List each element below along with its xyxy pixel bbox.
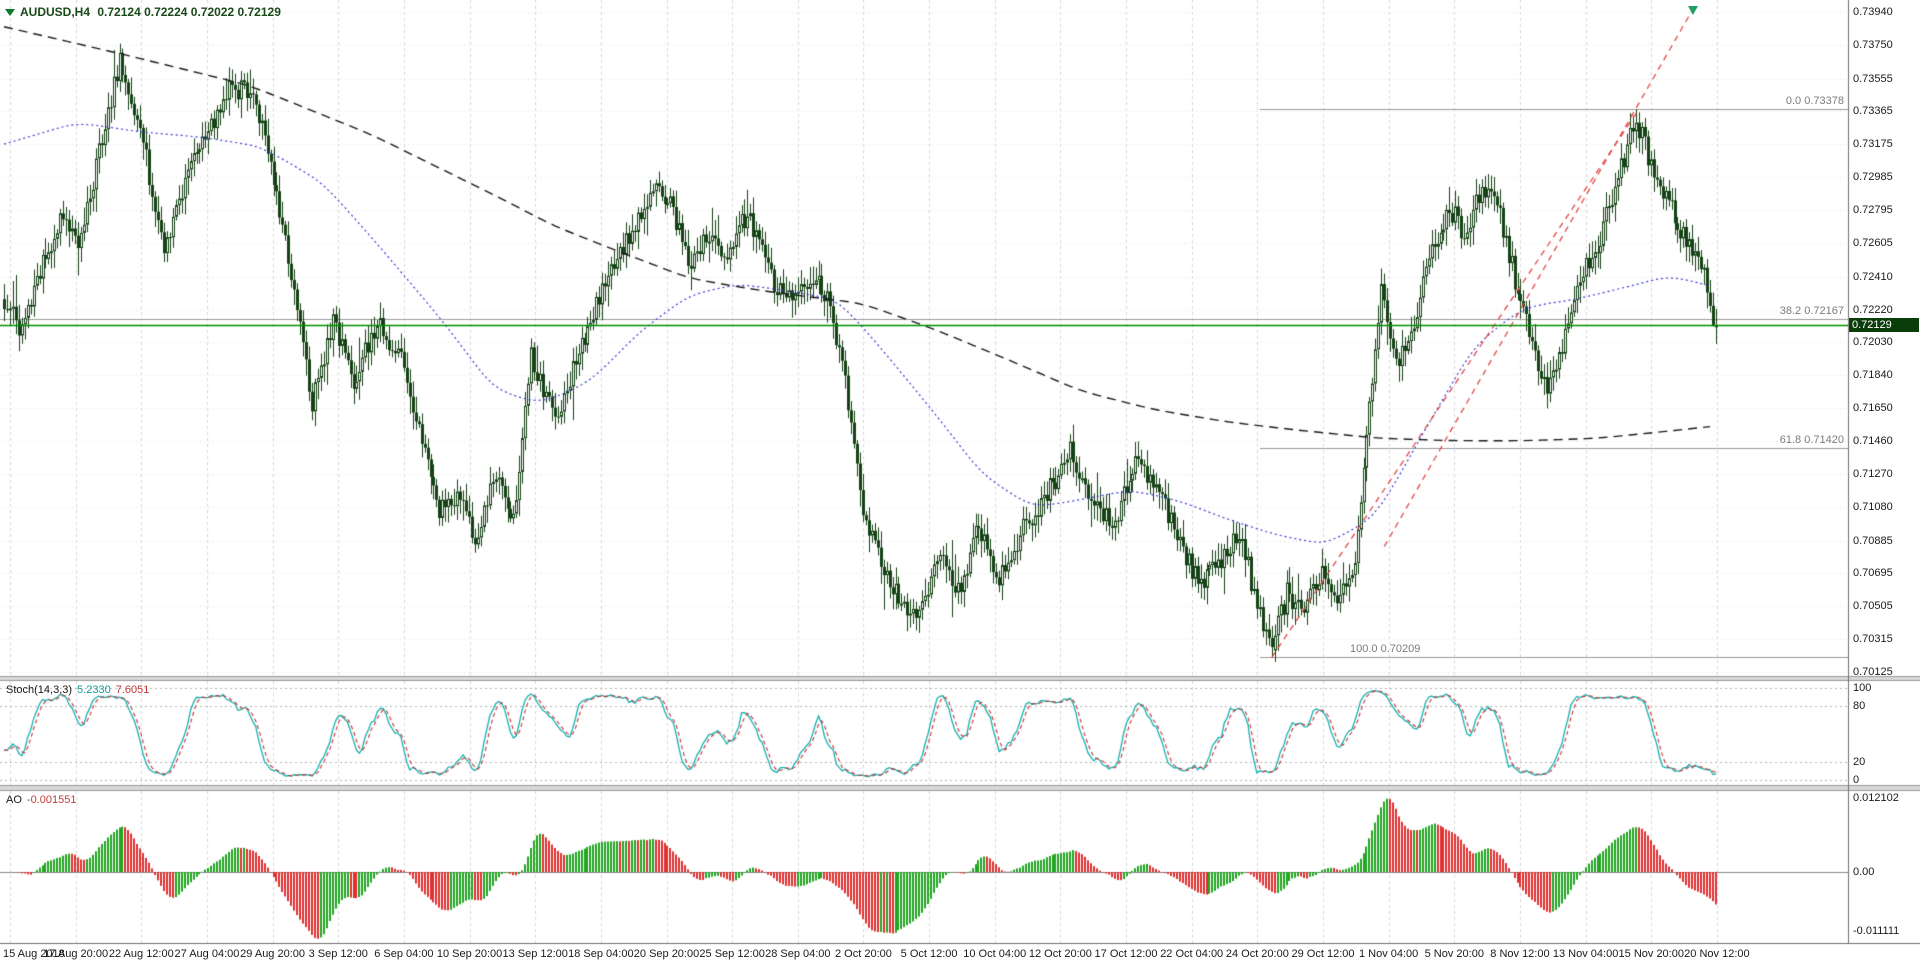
fib-level-label: 38.2 0.72167	[1779, 304, 1844, 317]
time-axis-label: 29 Oct 12:00	[1291, 948, 1355, 960]
price-axis-label: 0.72605	[1853, 236, 1893, 249]
price-axis-label: 0.72410	[1853, 270, 1893, 283]
time-axis-label: 2 Oct 20:00	[835, 948, 892, 960]
time-axis-label: 25 Sep 12:00	[699, 948, 765, 960]
time-axis-label: 18 Sep 04:00	[568, 948, 634, 960]
time-axis-label: 17 Aug 20:00	[43, 948, 109, 960]
price-axis-label: 0.71270	[1853, 467, 1893, 480]
price-axis-label: 0.73555	[1853, 72, 1893, 85]
price-axis-label: 0.71650	[1853, 402, 1893, 415]
time-axis-label: 10 Oct 04:00	[963, 948, 1027, 960]
symbol-dropdown-icon	[5, 9, 15, 16]
signal-down-arrow-icon	[1688, 6, 1698, 15]
symbol-period-label: AUDUSD,H4	[20, 5, 91, 19]
ao-axis-label: -0.011111	[1853, 925, 1900, 937]
time-axis-label: 28 Sep 04:00	[765, 948, 831, 960]
price-axis-label: 0.73175	[1853, 138, 1893, 151]
price-axis-label: 0.73940	[1853, 6, 1893, 18]
ao-value: -0.001551	[26, 794, 77, 806]
time-axis-label: 3 Sep 12:00	[308, 948, 368, 960]
time-axis-label: 20 Nov 12:00	[1684, 948, 1750, 960]
price-axis-label: 0.70695	[1853, 567, 1893, 580]
time-axis-label: 22 Aug 12:00	[108, 948, 174, 960]
price-axis-label: 0.71460	[1853, 435, 1893, 448]
price-axis-label: 0.72220	[1853, 303, 1893, 316]
ao-indicator-name: AO	[6, 794, 22, 806]
price-axis-label: 0.72985	[1853, 171, 1893, 184]
time-axis-label: 20 Sep 20:00	[633, 948, 700, 960]
ao-axis-label: 0.00	[1853, 866, 1875, 878]
stoch-indicator-name: Stoch(14,3,3)	[6, 684, 73, 696]
time-axis-label: 24 Oct 20:00	[1225, 948, 1289, 960]
current-price-box: 0.72129	[1849, 318, 1919, 333]
time-axis-label: 10 Sep 20:00	[436, 948, 503, 960]
ao-axis-label: 0.012102	[1853, 792, 1899, 805]
time-axis-label: 13 Sep 12:00	[502, 948, 568, 960]
stoch-signal-value: 7.6051	[115, 684, 150, 696]
fib-level-label: 100.0 0.70209	[1350, 643, 1421, 656]
time-axis-label: 8 Nov 12:00	[1490, 948, 1550, 960]
time-axis-label: 15 Nov 20:00	[1618, 948, 1684, 960]
time-axis-label: 29 Aug 20:00	[240, 948, 306, 960]
price-axis-label: 0.73750	[1853, 38, 1893, 51]
fib-level-label: 0.0 0.73378	[1785, 95, 1844, 108]
stoch-axis-label: 20	[1853, 755, 1866, 768]
chart-title: AUDUSD,H4 0.72124 0.72224 0.72022 0.7212…	[20, 5, 285, 19]
fib-level-label: 61.8 0.71420	[1779, 433, 1844, 446]
price-axis-label: 0.70125	[1853, 666, 1893, 678]
stoch-axis-label: 100	[1853, 682, 1872, 694]
time-axis-label: 5 Nov 20:00	[1424, 948, 1484, 960]
price-axis-label: 0.70315	[1853, 633, 1893, 646]
stoch-axis-label: 80	[1853, 700, 1866, 713]
time-axis-label: 27 Aug 04:00	[174, 948, 240, 960]
time-axis-label: 5 Oct 12:00	[900, 948, 958, 960]
stoch-pane-label: Stoch(14,3,3) 5.2330 7.6051	[6, 684, 149, 696]
ohlc-values: 0.72124 0.72224 0.72022 0.72129	[97, 5, 281, 19]
time-axis-label: 6 Sep 04:00	[374, 948, 434, 960]
price-axis-label: 0.71840	[1853, 369, 1893, 382]
price-axis-label: 0.70505	[1853, 600, 1893, 613]
stoch-main-value: 5.2330	[77, 684, 111, 696]
price-axis-label: 0.71080	[1853, 500, 1893, 513]
time-axis-label: 22 Oct 04:00	[1160, 948, 1224, 960]
price-axis-label: 0.72030	[1853, 336, 1893, 349]
ao-pane-label: AO -0.001551	[6, 794, 76, 806]
time-axis-label: 13 Nov 04:00	[1552, 948, 1619, 960]
price-axis-label: 0.73365	[1853, 105, 1893, 118]
price-axis-label: 0.70885	[1853, 534, 1893, 547]
time-axis-label: 12 Oct 20:00	[1028, 948, 1092, 960]
time-axis-label: 1 Nov 04:00	[1358, 948, 1419, 960]
time-axis-label: 15 Aug 2018	[3, 948, 65, 960]
price-axis-label: 0.72795	[1853, 204, 1893, 217]
time-axis-label: 17 Oct 12:00	[1094, 948, 1158, 960]
stoch-axis-label: 0	[1853, 774, 1860, 786]
